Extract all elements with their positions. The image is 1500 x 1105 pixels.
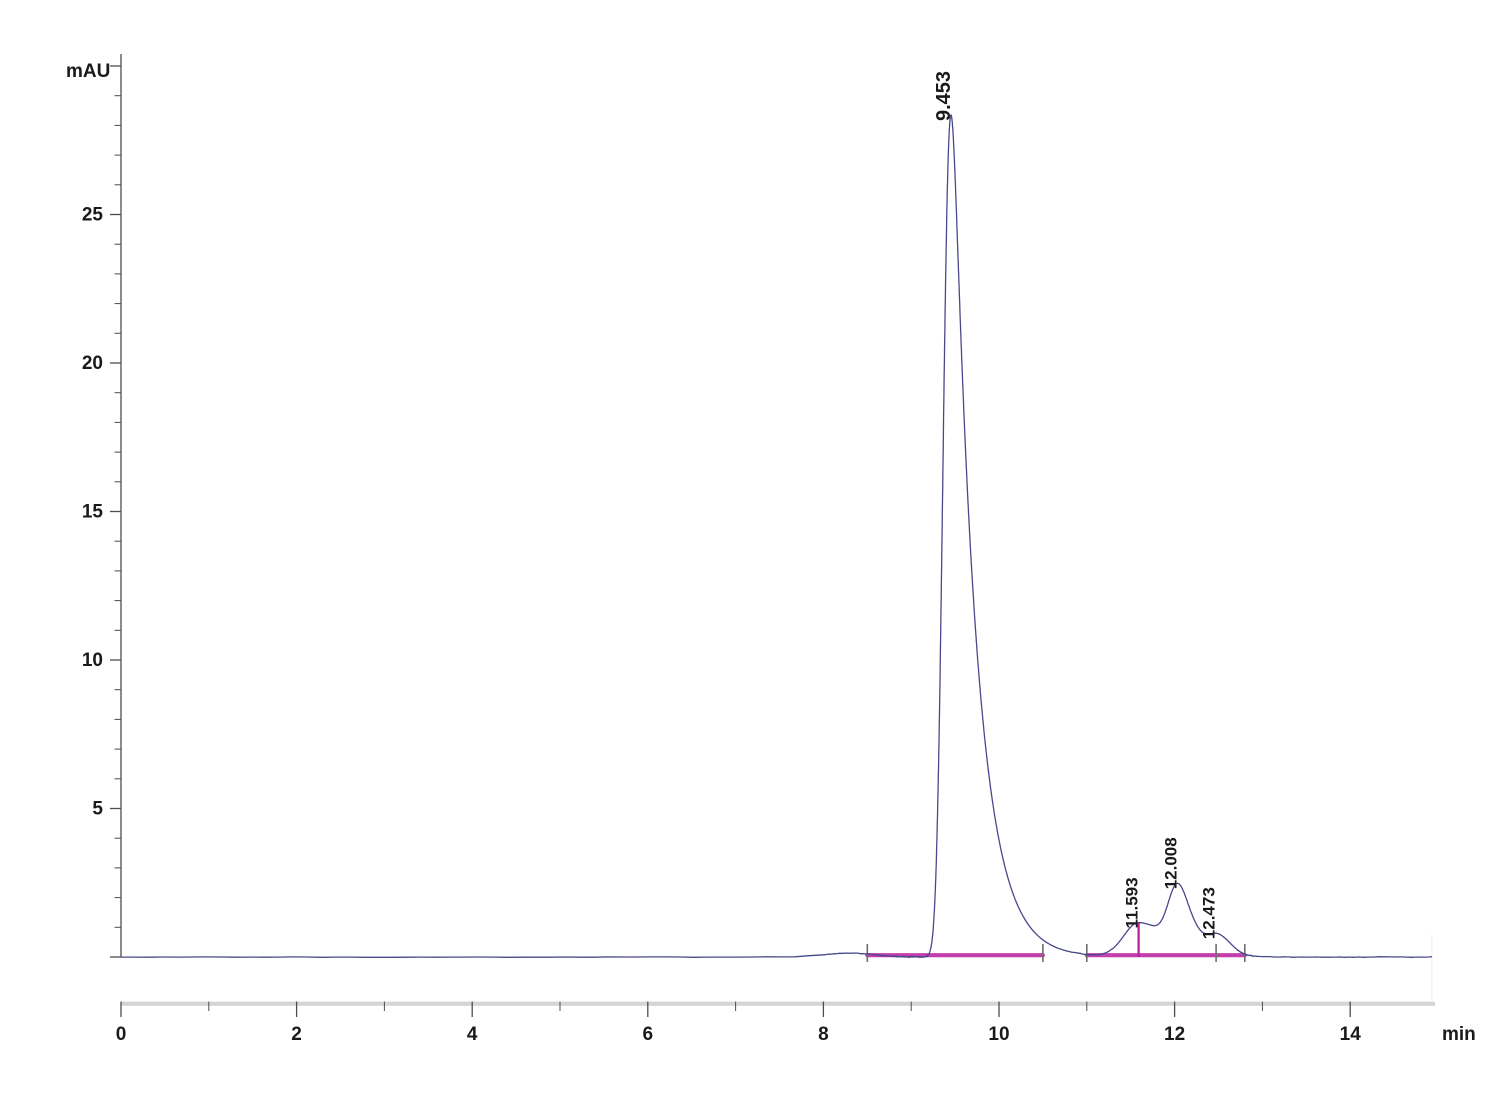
svg-text:25: 25 bbox=[82, 205, 104, 226]
svg-text:9.453: 9.453 bbox=[933, 71, 955, 121]
svg-text:12.473: 12.473 bbox=[1199, 887, 1218, 939]
svg-text:11.593: 11.593 bbox=[1123, 877, 1142, 928]
svg-text:5: 5 bbox=[92, 799, 103, 820]
svg-text:12.008: 12.008 bbox=[1162, 837, 1181, 889]
svg-text:0: 0 bbox=[116, 1024, 127, 1045]
svg-text:min: min bbox=[1442, 1024, 1476, 1045]
svg-text:4: 4 bbox=[467, 1024, 478, 1045]
svg-text:12: 12 bbox=[1164, 1024, 1185, 1045]
svg-text:20: 20 bbox=[82, 353, 103, 374]
svg-text:10: 10 bbox=[988, 1024, 1009, 1045]
svg-text:6: 6 bbox=[643, 1024, 654, 1045]
svg-text:8: 8 bbox=[818, 1024, 829, 1045]
svg-text:10: 10 bbox=[82, 650, 103, 671]
svg-text:15: 15 bbox=[82, 502, 104, 523]
svg-text:mAU: mAU bbox=[66, 61, 110, 82]
svg-text:14: 14 bbox=[1340, 1024, 1362, 1045]
svg-text:2: 2 bbox=[291, 1024, 302, 1045]
